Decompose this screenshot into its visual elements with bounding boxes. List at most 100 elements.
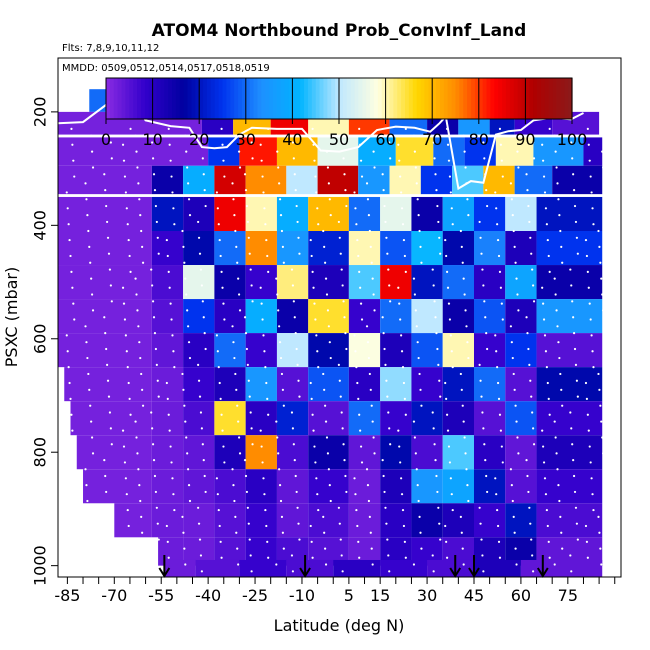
heatmap-cell — [536, 503, 603, 538]
profile-dot — [173, 223, 176, 226]
profile-dot — [250, 427, 253, 430]
overlays — [57, 100, 608, 578]
profile-dot — [87, 229, 90, 233]
heatmap-cell — [276, 231, 309, 266]
profile-dot — [183, 547, 186, 550]
colorbar-segment — [152, 78, 158, 119]
heatmap-cell — [64, 367, 152, 402]
colorbar-segment — [300, 78, 305, 119]
profile-dot — [109, 570, 112, 573]
profile-dot — [439, 395, 442, 398]
profile-dot — [155, 506, 158, 509]
profile-dot — [316, 493, 319, 496]
colorbar-segment — [393, 78, 398, 119]
profile-dot — [542, 461, 546, 464]
profile-dot — [197, 379, 201, 382]
heatmap-cell — [183, 165, 215, 195]
profile-dot — [87, 372, 90, 376]
profile-dot — [165, 524, 168, 528]
profile-dot — [387, 554, 390, 557]
heatmap-cell — [317, 165, 359, 195]
colorbar-segment — [525, 78, 530, 119]
profile-dot — [526, 189, 529, 192]
profile-dot — [572, 316, 575, 319]
profile-dot — [413, 436, 416, 439]
profile-dot — [326, 452, 330, 455]
profile-dot — [559, 515, 562, 518]
profile-dot — [249, 268, 252, 271]
colorbar-segment — [109, 78, 115, 119]
heatmap-cell — [505, 401, 537, 436]
profile-dot — [67, 366, 70, 369]
heatmap-cell — [70, 401, 152, 436]
profile-dot — [588, 159, 591, 162]
profile-dot — [597, 229, 600, 233]
profile-dot — [575, 522, 578, 525]
profile-dot — [316, 207, 319, 210]
heatmap-cell — [380, 469, 412, 504]
profile-dot — [604, 356, 608, 360]
heatmap-cell — [245, 299, 277, 334]
profile-dot — [485, 474, 488, 478]
profile-dot — [573, 490, 577, 494]
heatmap-cell — [348, 469, 381, 504]
colorbar-segment — [478, 78, 484, 119]
profile-dot — [324, 261, 327, 264]
heatmap-cell — [442, 299, 474, 334]
profile-dot — [290, 411, 294, 414]
heatmap-cell — [442, 231, 474, 266]
profile-dot — [314, 175, 317, 178]
profile-dot — [434, 316, 437, 319]
profile-dot — [236, 404, 239, 407]
profile-dot — [483, 443, 486, 446]
profile-dot — [485, 189, 488, 192]
profile-dot — [279, 499, 283, 503]
profile-dot — [383, 204, 386, 208]
profile-dot — [532, 284, 535, 287]
profile-dot — [517, 309, 520, 312]
profile-dot — [603, 182, 606, 185]
colorbar-segment — [537, 78, 542, 119]
profile-dot — [496, 238, 500, 242]
profile-dot — [586, 556, 589, 559]
colorbar-segment — [133, 78, 138, 119]
colorbar-segment — [505, 78, 511, 119]
heatmap-cell — [536, 435, 603, 470]
profile-dot — [357, 540, 360, 543]
profile-dot — [172, 493, 175, 496]
colorbar-segment — [424, 78, 429, 119]
heatmap-cell — [473, 265, 506, 300]
profile-dot — [322, 372, 325, 376]
profile-dot — [368, 515, 371, 518]
profile-dot — [86, 499, 89, 503]
colorbar-segment — [304, 78, 309, 119]
profile-dot — [84, 325, 87, 328]
profile-dot — [221, 429, 224, 432]
y-tick-label: 1000 — [31, 545, 50, 586]
profile-dot — [356, 524, 359, 528]
profile-dot — [366, 341, 370, 344]
profile-dot — [384, 506, 387, 509]
profile-dot — [437, 220, 440, 224]
profile-dot — [404, 127, 407, 131]
chart-title: ATOM4 Northbound Prob_ConvInf_Land — [152, 21, 527, 41]
profile-dot — [446, 143, 450, 146]
profile-dot — [383, 347, 386, 351]
profile-dot — [576, 395, 579, 398]
profile-dot — [123, 318, 127, 321]
profile-dot — [140, 515, 143, 518]
profile-dot — [603, 484, 607, 487]
colorbar-segment — [296, 78, 301, 119]
profile-dot — [432, 141, 435, 144]
profile-dot — [515, 420, 518, 423]
heatmap-cell — [348, 231, 381, 266]
profile-dot — [355, 508, 358, 512]
colorbar-segment — [284, 78, 290, 119]
profile-dot — [590, 191, 593, 194]
profile-dot — [292, 157, 295, 160]
profile-dot — [266, 254, 269, 258]
profile-dot — [69, 397, 72, 400]
profile-dot — [85, 198, 88, 201]
profile-dot — [107, 538, 111, 541]
profile-dot — [371, 277, 374, 280]
